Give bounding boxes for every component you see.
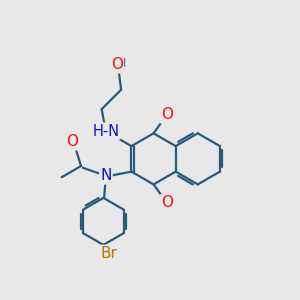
Text: Br: Br (101, 246, 118, 261)
Text: O: O (66, 134, 78, 149)
Text: O: O (161, 107, 173, 122)
Text: O: O (161, 195, 173, 210)
Text: H-N: H-N (92, 124, 119, 139)
Text: N: N (100, 168, 112, 183)
Text: O: O (111, 57, 123, 72)
Text: H: H (116, 57, 126, 70)
